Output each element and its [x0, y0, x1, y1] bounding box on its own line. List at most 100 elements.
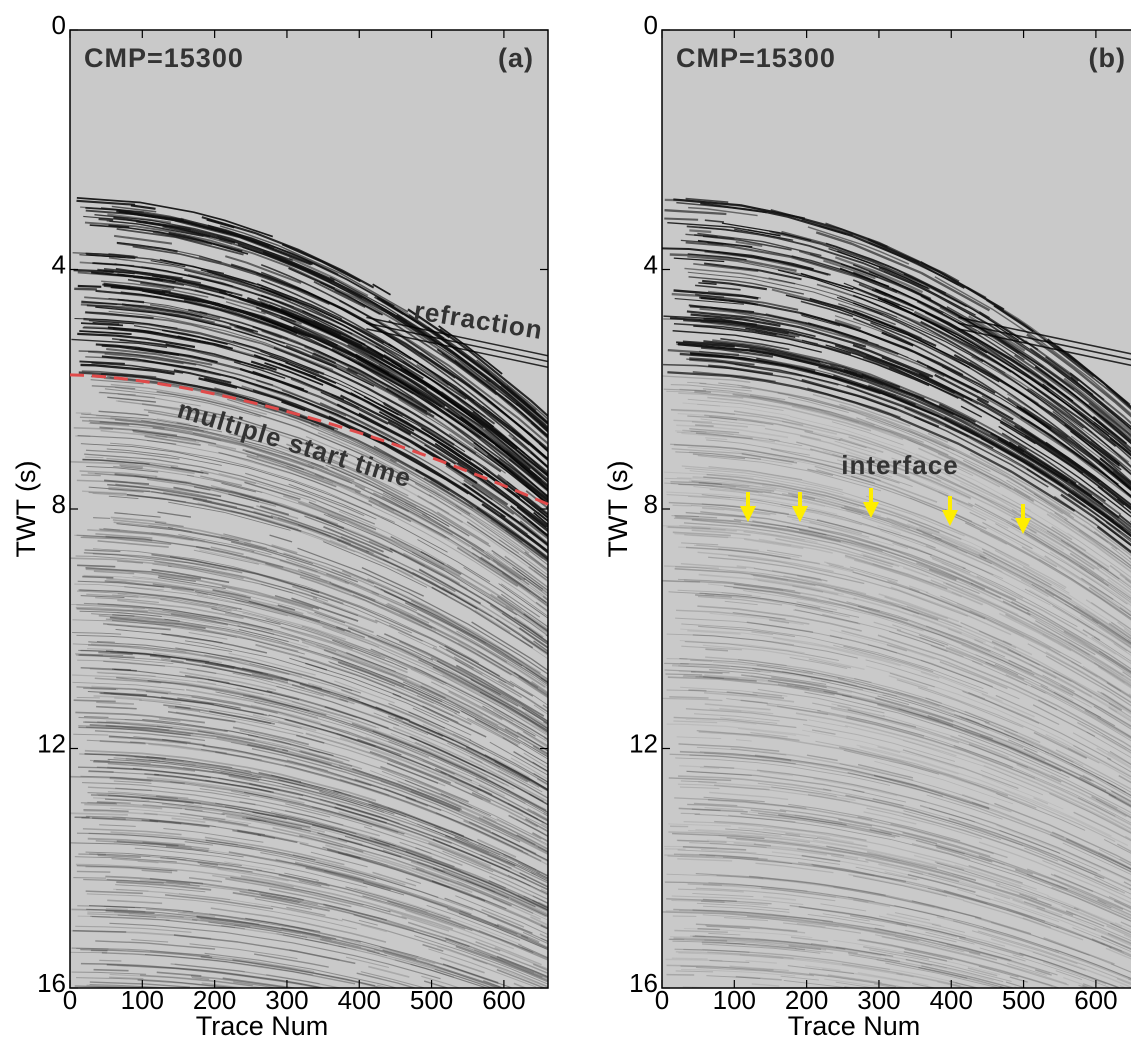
- reflection-trace: [664, 565, 1131, 715]
- reflection-trace: [106, 457, 548, 631]
- reflection-trace: [666, 898, 1122, 988]
- reflection-trace: [75, 925, 462, 988]
- reflection-trace: [74, 985, 141, 988]
- reflection-trace: [666, 973, 858, 988]
- reflection-trace: [96, 801, 496, 893]
- reflection-trace: [695, 923, 1061, 988]
- reflection-trace: [161, 803, 548, 915]
- reflection-trace: [88, 419, 548, 600]
- reflection-trace: [85, 851, 548, 959]
- refraction-event: [958, 328, 1131, 367]
- reflection-trace: [676, 431, 1131, 603]
- reflection-trace: [689, 428, 1131, 600]
- reflection-trace: [98, 528, 548, 690]
- reflection-trace: [679, 750, 1131, 870]
- reflection-trace: [690, 313, 1014, 421]
- reflection-trace: [665, 910, 1050, 975]
- reflection-trace: [758, 493, 1131, 649]
- reflection-trace: [99, 391, 462, 515]
- reflection-trace: [709, 708, 1131, 834]
- x-tick-label: 500: [1002, 985, 1045, 1015]
- reflection-trace: [678, 888, 1131, 986]
- y-tick-label: 4: [644, 249, 658, 279]
- reflection-trace: [108, 495, 428, 588]
- reflection-trace: [686, 770, 1131, 887]
- reflection-trace: [88, 350, 493, 501]
- x-tick-label: 100: [713, 985, 756, 1015]
- reflection-trace: [708, 466, 1131, 630]
- reflection-trace: [687, 446, 1131, 615]
- reflection-trace: [839, 403, 1071, 515]
- reflection-trace: [746, 621, 1096, 737]
- reflection-trace: [141, 869, 548, 972]
- reflection-trace: [286, 906, 548, 988]
- reflection-trace: [116, 611, 548, 758]
- reflection-trace: [692, 476, 1131, 640]
- reflection-trace: [694, 594, 1131, 739]
- reflection-trace: [116, 881, 548, 983]
- reflection-trace: [678, 775, 1131, 891]
- reflection-trace: [737, 384, 1121, 551]
- reflection-trace: [685, 233, 1075, 391]
- annotation: interface: [841, 450, 958, 480]
- reflection-trace: [722, 856, 1112, 949]
- reflection-trace: [115, 884, 548, 985]
- reflection-trace: [88, 644, 548, 786]
- refraction-event: [958, 322, 1131, 361]
- reflection-trace: [707, 798, 1131, 910]
- reflection-trace: [108, 735, 548, 862]
- reflection-trace: [664, 669, 1131, 802]
- reflection-trace: [670, 384, 1131, 564]
- reflection-trace: [79, 330, 548, 526]
- reflection-trace: [96, 701, 539, 828]
- reflection-trace: [668, 526, 1090, 656]
- reflection-trace: [680, 563, 1131, 714]
- strong-event: [852, 263, 1131, 445]
- reflection-trace: [679, 352, 1131, 538]
- reflection-trace: [103, 660, 548, 799]
- reflection-trace: [161, 759, 541, 874]
- reflection-trace: [137, 860, 515, 950]
- reflection-trace: [184, 841, 548, 945]
- reflection-trace: [671, 448, 1131, 617]
- reflection-trace: [676, 839, 1131, 945]
- reflection-trace: [694, 390, 1035, 502]
- reflection-trace: [82, 535, 548, 696]
- reflection-trace: [676, 477, 1131, 641]
- reflection-trace: [696, 544, 1131, 696]
- reflection-trace: [96, 793, 547, 909]
- reflection-trace: [695, 424, 1095, 570]
- x-axis-label: Trace Num: [788, 1011, 921, 1041]
- reflection-trace: [86, 593, 386, 660]
- reflection-trace: [99, 740, 542, 862]
- reflection-trace: [692, 453, 1131, 621]
- reflection-trace: [94, 677, 548, 814]
- reflection-trace: [670, 936, 994, 981]
- reflection-trace: [699, 226, 1131, 430]
- reflection-trace: [107, 899, 528, 988]
- reflection-trace: [165, 845, 548, 950]
- reflection-trace: [663, 363, 1131, 547]
- reflection-trace: [709, 416, 1131, 589]
- reflection-trace: [85, 356, 548, 548]
- reflection-trace: [114, 512, 548, 675]
- panel-title: CMP=15300: [84, 43, 244, 73]
- reflection-trace: [107, 396, 548, 580]
- reflection-trace: [667, 222, 1131, 428]
- reflection-trace: [117, 560, 522, 698]
- reflection-trace: [678, 392, 1131, 570]
- reflection-trace: [705, 656, 1131, 790]
- reflection-trace: [87, 472, 548, 644]
- reflection-trace: [132, 431, 548, 607]
- reflection-trace: [106, 448, 491, 583]
- reflection-trace: [95, 597, 548, 747]
- reflection-trace: [675, 566, 962, 628]
- reflection-trace: [132, 767, 512, 869]
- reflection-trace: [701, 346, 1131, 532]
- reflection-trace: [80, 666, 544, 802]
- reflection-trace: [697, 403, 1131, 579]
- reflection-trace: [925, 545, 1095, 631]
- reflection-trace: [132, 429, 548, 606]
- reflection-trace: [91, 643, 548, 785]
- reflection-trace: [93, 797, 548, 913]
